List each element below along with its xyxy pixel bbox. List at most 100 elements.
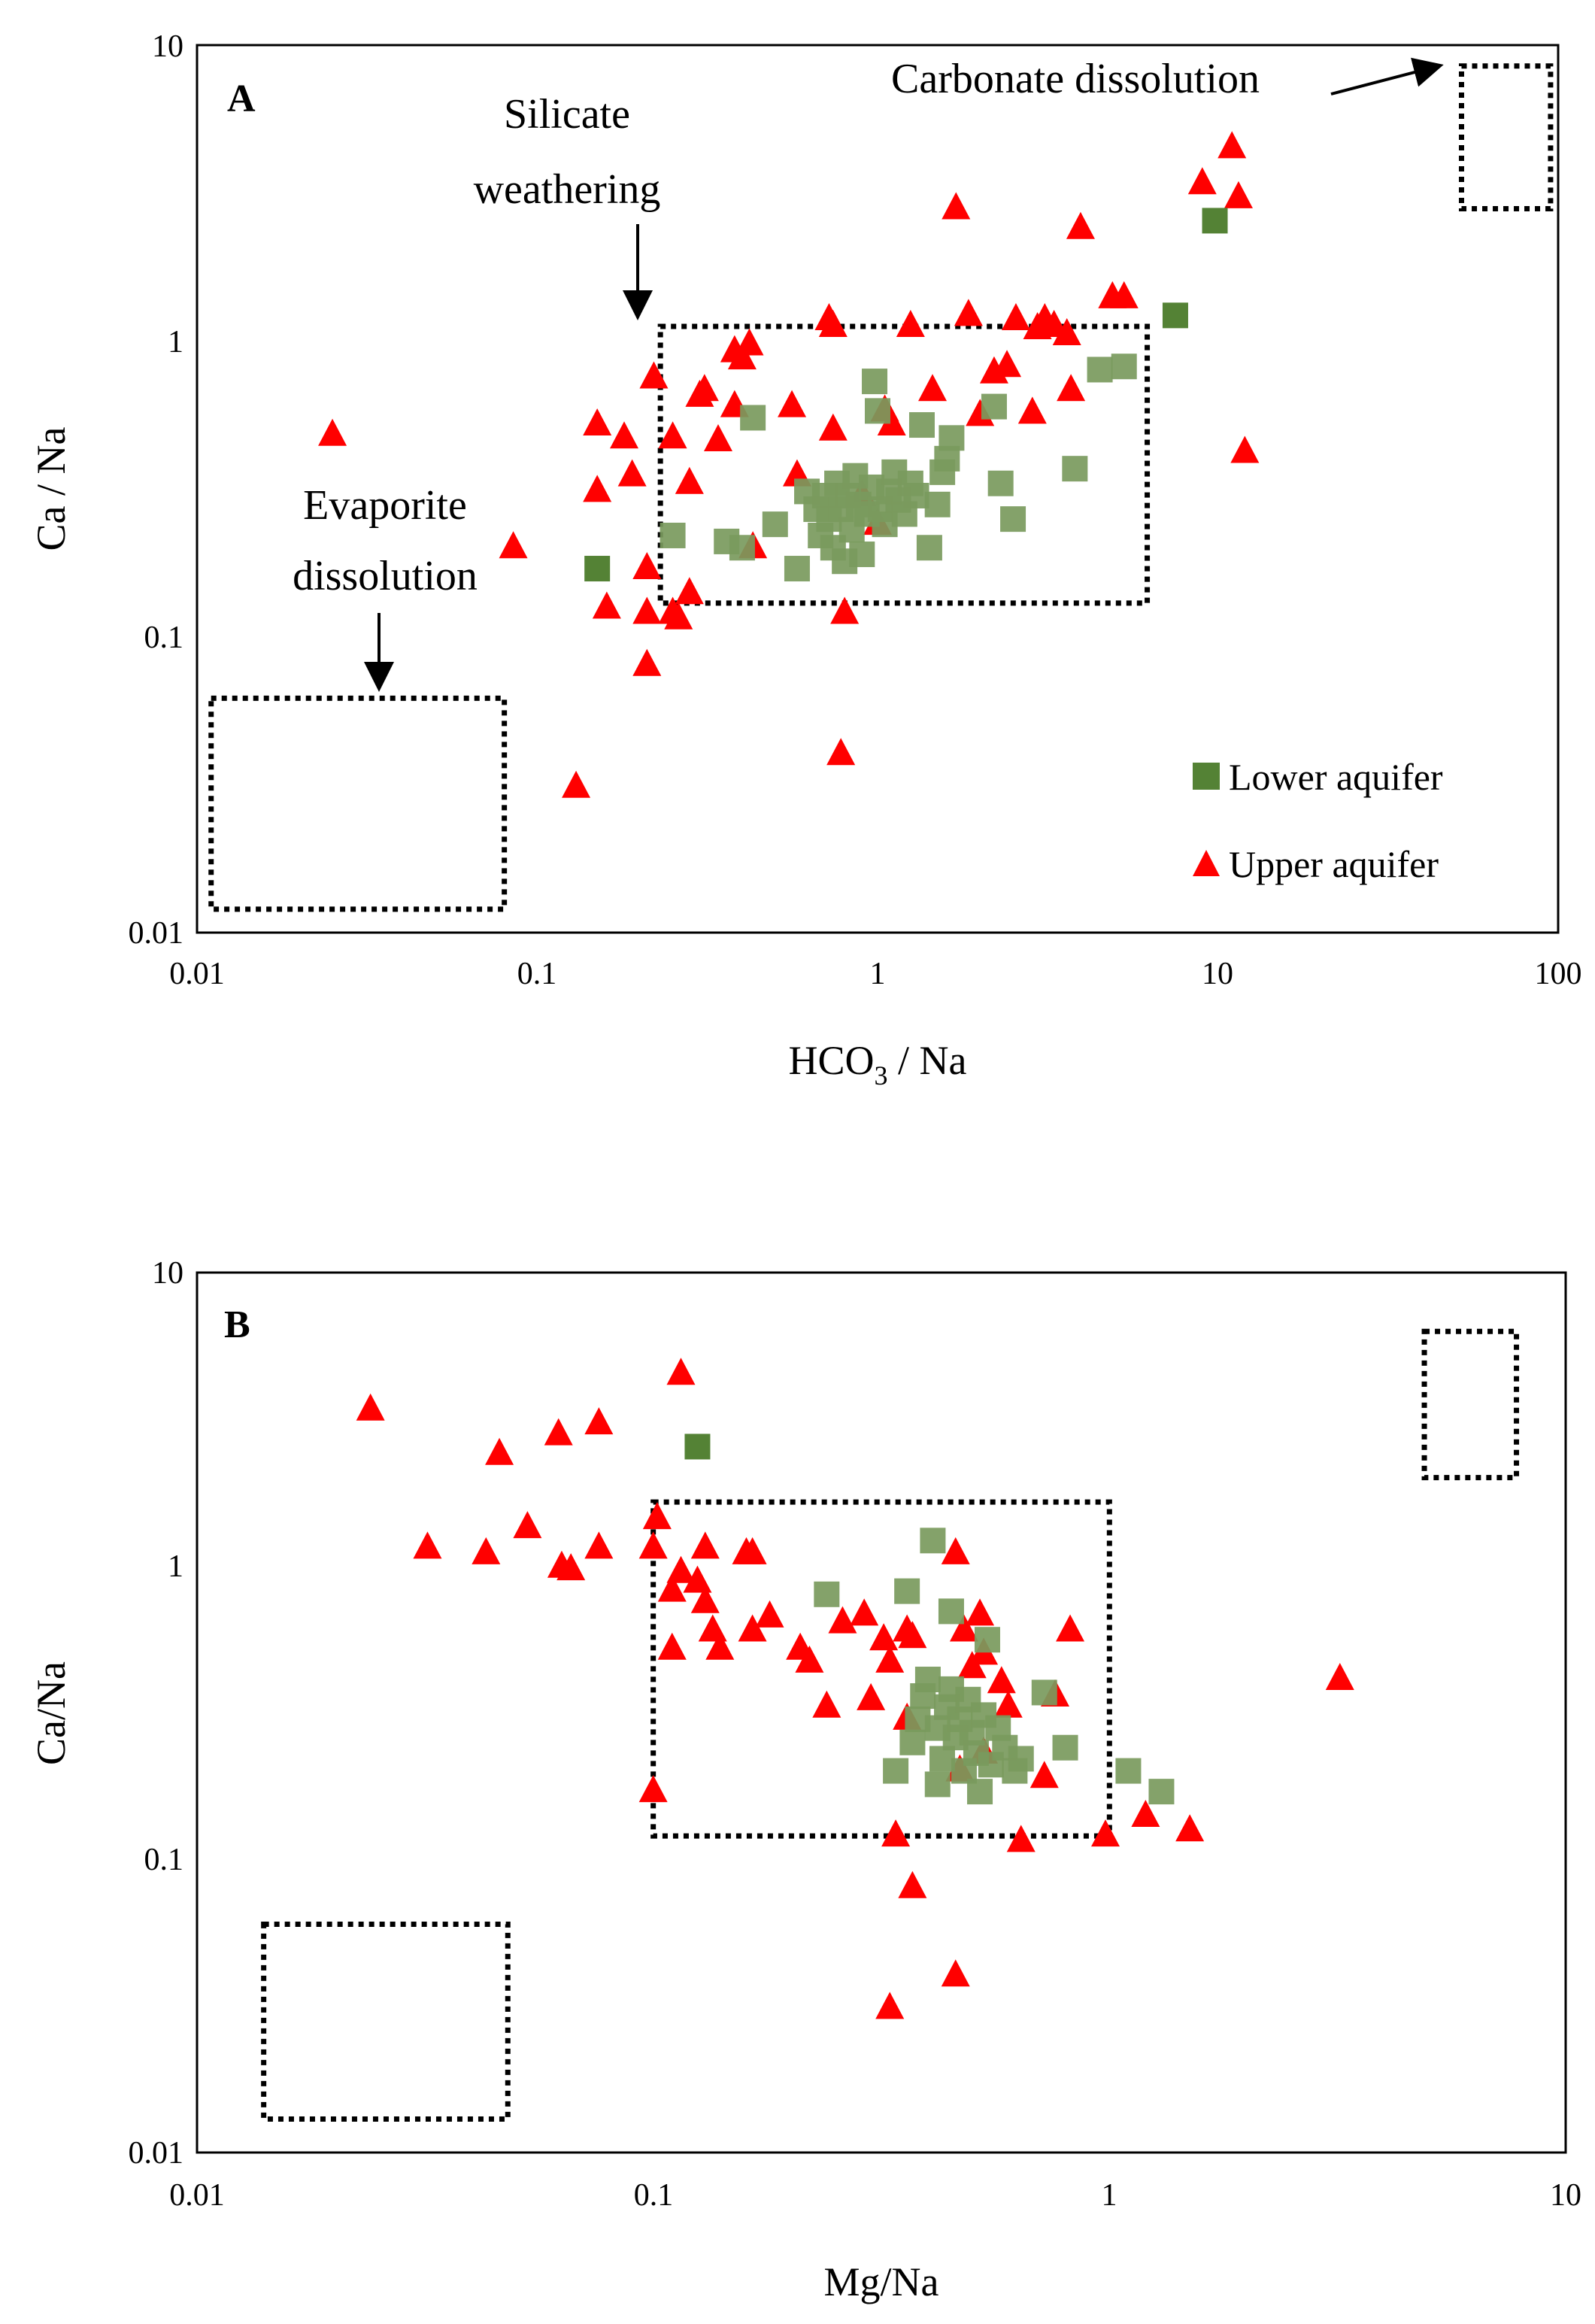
upper-aquifer-point	[1066, 211, 1095, 239]
upper-aquifer-point	[666, 1555, 696, 1583]
upper-aquifer-point	[826, 738, 856, 766]
lower-aquifer-point	[899, 1729, 926, 1755]
upper-aquifer-point	[1224, 181, 1253, 208]
lower-aquifer-point	[1052, 1734, 1078, 1761]
lower-aquifer-point	[584, 556, 611, 582]
lower-aquifer-point	[1000, 506, 1026, 532]
legend-marker-lower	[1193, 763, 1220, 790]
x-tick-b-1: 0.1	[634, 2178, 674, 2213]
y-tick-a-1: 0.1	[144, 620, 184, 655]
upper-aquifer-point	[1230, 435, 1260, 463]
upper-aquifer-point	[898, 1621, 927, 1649]
lower-aquifer-point	[987, 470, 1014, 496]
upper-aquifer-point	[658, 421, 687, 449]
upper-aquifer-point	[632, 648, 662, 676]
upper-aquifer-point	[584, 1531, 614, 1559]
x-tick-a-1: 0.1	[517, 957, 557, 991]
legend: Lower aquifer Upper aquifer	[1193, 756, 1443, 885]
y-tick-a-3: 10	[152, 29, 183, 64]
upper-aquifer-point	[918, 374, 948, 402]
lower-aquifer-point	[1087, 356, 1113, 383]
upper-aquifer-point	[738, 1614, 767, 1642]
upper-aquifer-point	[966, 1598, 995, 1626]
y-tick-a-0: 0.01	[129, 916, 184, 951]
upper-aquifer-point	[830, 596, 860, 624]
lower-aquifer-point	[967, 1779, 993, 1805]
upper-aquifer-point	[1325, 1663, 1354, 1691]
lower-aquifer-point	[894, 1578, 920, 1604]
x-tick-b-0: 0.01	[169, 2178, 225, 2213]
upper-aquifer-point	[610, 421, 639, 449]
upper-aquifer-point	[1017, 396, 1047, 424]
panel-b: B 0.01 0.1 1 10 0.01 0.1 1 10 Mg/Na Ca/N…	[29, 1256, 1581, 2304]
lower-aquifer-point	[883, 1758, 909, 1784]
upper-aquifer-point	[592, 591, 621, 619]
panel-letter-a: A	[227, 77, 256, 120]
lower-aquifer-point	[938, 1598, 964, 1625]
upper-aquifer-point	[877, 408, 906, 436]
upper-aquifer-point	[869, 1623, 899, 1651]
lower-aquifer-point	[939, 425, 965, 451]
upper-aquifer-point	[942, 192, 971, 220]
upper-aquifer-point	[850, 1598, 879, 1626]
annotation-carbonate: Carbonate dissolution	[891, 56, 1260, 102]
x-tick-a-2: 1	[870, 957, 886, 991]
upper-aquifer-point	[1175, 1814, 1205, 1842]
upper-aquifer-point	[987, 1666, 1016, 1694]
x-tick-labels-b: 0.01 0.1 1 10	[169, 2178, 1581, 2213]
x-axis-label-a: HCO3 / Na	[789, 1038, 967, 1091]
panel-letter-b: B	[224, 1303, 250, 1346]
upper-aquifer-point	[556, 1553, 586, 1581]
upper-aquifer-point	[881, 1819, 911, 1847]
upper-aquifer-point	[513, 1511, 542, 1539]
lower-aquifer-point	[1031, 1679, 1057, 1706]
upper-aquifer-point	[738, 1537, 767, 1564]
marks-a	[318, 131, 1260, 798]
upper-aquifer-point	[675, 466, 704, 494]
lower-aquifer-point	[1202, 208, 1228, 234]
lower-aquifer-point	[862, 369, 888, 395]
upper-aquifer-point	[1091, 1819, 1120, 1847]
upper-aquifer-point	[413, 1531, 442, 1559]
lower-aquifer-point	[924, 491, 951, 517]
annotation-silicate-line1: Silicate	[504, 91, 630, 138]
region-carbonate-a	[1458, 63, 1554, 211]
upper-aquifer-point	[828, 1606, 857, 1634]
upper-aquifer-point	[657, 1574, 687, 1602]
y-axis-label-b: Ca/Na	[29, 1661, 74, 1765]
legend-label-upper: Upper aquifer	[1229, 843, 1439, 885]
lower-aquifer-point	[865, 398, 890, 424]
upper-aquifer-point	[818, 413, 848, 441]
x-tick-b-3: 10	[1550, 2178, 1581, 2213]
x-axis-label-b: Mg/Na	[824, 2259, 939, 2304]
lower-aquifer-point	[924, 1771, 951, 1798]
upper-aquifer-point	[812, 1690, 841, 1718]
regions-b	[261, 1328, 1520, 2122]
upper-aquifer-point	[875, 1645, 905, 1673]
upper-aquifer-point	[318, 418, 347, 446]
y-tick-labels-a: 0.01 0.1 1 10	[129, 29, 184, 951]
upper-aquifer-point	[583, 408, 612, 436]
lower-aquifer-point	[684, 1434, 711, 1460]
y-axis-label-a: Ca / Na	[29, 426, 74, 551]
upper-aquifer-point	[755, 1600, 784, 1628]
upper-aquifer-point	[705, 1632, 735, 1660]
y-tick-b-3: 10	[152, 1256, 183, 1291]
upper-aquifer-point	[818, 309, 848, 337]
x-tick-a-0: 0.01	[169, 957, 225, 991]
upper-aquifer-point	[1001, 303, 1030, 331]
upper-aquifer-point	[949, 1614, 978, 1642]
lower-aquifer-point	[784, 556, 810, 582]
upper-aquifer-point	[666, 1358, 696, 1385]
upper-aquifer-point	[1056, 1614, 1085, 1642]
region-carbonate-b	[1421, 1328, 1520, 1481]
lower-aquifer-point	[1111, 353, 1137, 380]
panel-a: A 0.01 0.1 1 10 0.01 0.1 1 10 100 HCO3 /…	[29, 29, 1582, 1091]
upper-aquifer-point	[485, 1437, 514, 1465]
region-evaporite-b	[261, 1922, 511, 2122]
upper-aquifer-point	[1006, 1825, 1036, 1852]
lower-aquifer-point	[762, 511, 788, 538]
upper-aquifer-point	[898, 1870, 927, 1898]
annotation-silicate-line2: weathering	[474, 166, 661, 213]
